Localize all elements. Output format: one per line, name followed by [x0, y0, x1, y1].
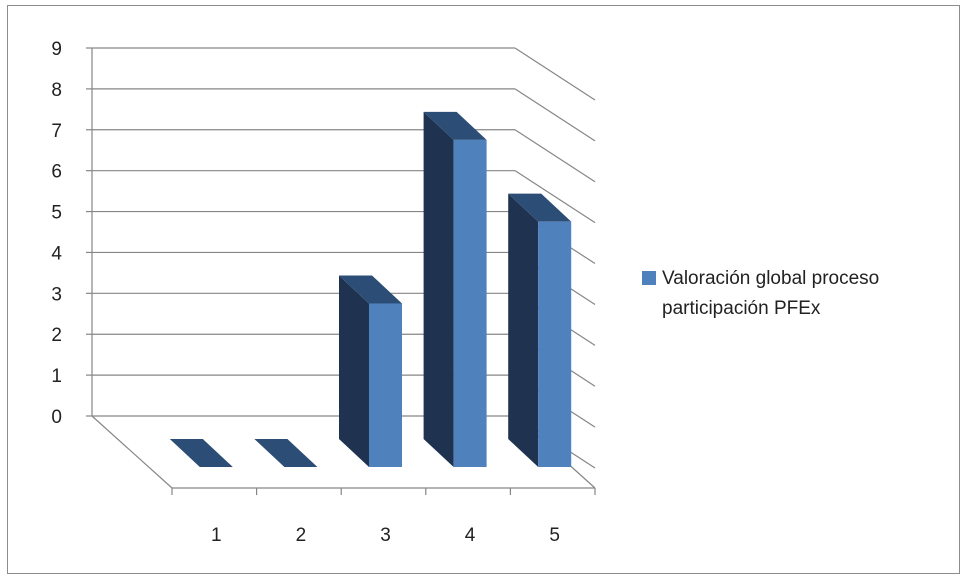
side-gridline-8 — [514, 88, 596, 142]
y-tick-label-6: 6 — [51, 162, 62, 183]
x-tick-label-1: 1 — [211, 525, 222, 546]
y-tick-label-8: 8 — [51, 80, 62, 101]
bar-5 — [508, 193, 572, 467]
side-gridline-6 — [514, 170, 596, 224]
bar-3 — [339, 275, 402, 467]
bar-side-3 — [339, 275, 369, 467]
bar-front-5 — [538, 221, 572, 467]
bar-top-5 — [508, 193, 572, 222]
x-tick-label-5: 5 — [549, 525, 560, 546]
y-tick-label-4: 4 — [51, 243, 62, 264]
side-gridline-9 — [514, 47, 596, 101]
y-tick-label-9: 9 — [51, 39, 62, 60]
bar-top-3 — [339, 275, 402, 304]
floor-left-edge — [91, 415, 173, 489]
legend-label: Valoración global proceso participación … — [662, 268, 880, 319]
bar-side-4 — [423, 111, 454, 467]
x-tick-label-3: 3 — [380, 525, 391, 546]
y-tick-label-2: 2 — [51, 325, 62, 346]
y-tick-label-5: 5 — [51, 203, 62, 224]
bar-top-1 — [169, 439, 233, 467]
y-tick-label-1: 1 — [51, 366, 62, 387]
bar-top-2 — [254, 439, 318, 467]
bars — [169, 111, 572, 467]
bar-front-4 — [453, 139, 487, 467]
x-tick-label-2: 2 — [296, 525, 307, 546]
bar-side-5 — [508, 193, 539, 467]
bar-1 — [169, 439, 233, 467]
y-tick-label-7: 7 — [51, 121, 62, 142]
legend: Valoración global proceso participación … — [642, 264, 952, 324]
side-gridline-7 — [514, 129, 596, 183]
y-tick-label-0: 0 — [51, 407, 62, 428]
y-tick-label-3: 3 — [51, 284, 62, 305]
bar-top-4 — [423, 111, 487, 140]
tick-labels: 0 1 2 3 4 5 6 7 8 9 1 2 3 4 5 — [51, 39, 560, 546]
legend-swatch — [642, 271, 656, 285]
bar-front-3 — [369, 303, 402, 467]
x-tick-label-4: 4 — [465, 525, 476, 546]
bar-2 — [254, 439, 318, 467]
bar-4 — [423, 111, 487, 467]
